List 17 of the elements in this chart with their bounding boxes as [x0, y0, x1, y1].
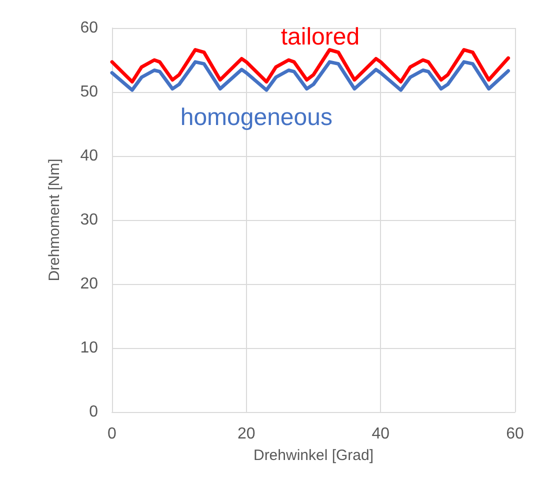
y-tick-label: 60 [80, 20, 98, 36]
y-tick-label: 50 [80, 84, 98, 100]
y-tick-label: 30 [80, 212, 98, 228]
x-tick-label: 60 [506, 426, 524, 442]
y-tick-label: 20 [80, 276, 98, 292]
x-axis-title: Drehwinkel [Grad] [253, 447, 374, 464]
x-tick-label: 0 [108, 426, 117, 442]
series-label: homogeneous [180, 104, 332, 132]
y-tick-label: 40 [80, 148, 98, 164]
x-tick-label: 40 [372, 426, 390, 442]
y-tick-label: 0 [89, 404, 98, 420]
line-series [110, 48, 510, 84]
line-series [110, 60, 510, 92]
series-label: tailored [280, 23, 360, 50]
y-axis-title: Drehmoment [Nm] [46, 158, 63, 282]
x-tick-label: 20 [237, 426, 256, 442]
y-tick-label: 10 [80, 340, 98, 356]
